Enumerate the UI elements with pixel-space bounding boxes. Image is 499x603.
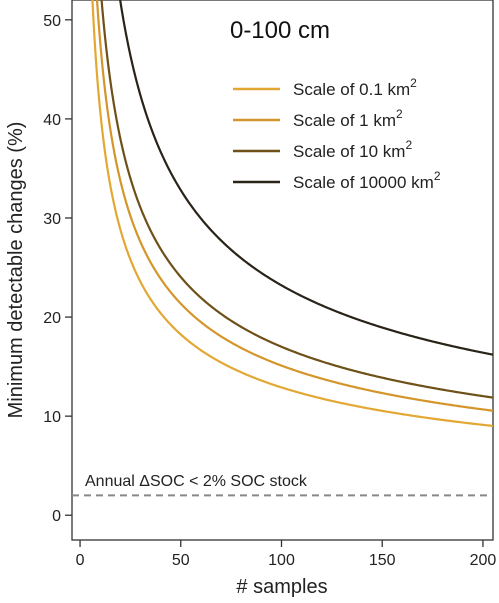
x-tick-label: 200 [470, 552, 497, 569]
x-tick-label: 150 [369, 552, 396, 569]
y-tick-label: 0 [52, 508, 61, 525]
series-line-3 [100, 0, 493, 399]
plot-frame [71, 0, 494, 541]
x-axis-label: # samples [236, 576, 327, 598]
series-line-4 [119, 0, 493, 356]
x-axis-ticks: 0 50 100 150 200 [76, 540, 497, 569]
x-tick-label: 50 [172, 552, 190, 569]
series-line-1 [91, 0, 493, 428]
reference-line-label: Annual ΔSOC < 2% SOC stock [85, 473, 308, 490]
x-tick-label: 100 [268, 552, 295, 569]
y-axis-label: Minimum detectable changes (%) [5, 122, 27, 419]
panel-title: 0-100 cm [230, 17, 330, 44]
series-line-2 [95, 0, 493, 412]
y-tick-label: 50 [43, 13, 61, 30]
legend-label-2: Scale of 1 km2 [293, 107, 403, 130]
legend-label-4: Scale of 10000 km2 [293, 169, 441, 192]
y-tick-label: 40 [43, 112, 61, 129]
legend: Scale of 0.1 km2 Scale of 1 km2 Scale of 1… [233, 76, 441, 192]
series-lines [91, 0, 493, 428]
x-tick-label: 0 [76, 552, 85, 569]
legend-label-1: Scale of 0.1 km2 [293, 76, 417, 99]
y-tick-label: 10 [43, 409, 61, 426]
y-tick-label: 20 [43, 310, 61, 327]
y-tick-label: 30 [43, 211, 61, 228]
y-axis-ticks: 0 10 20 30 40 50 [43, 13, 72, 525]
legend-label-3: Scale of 10 km2 [293, 138, 412, 161]
